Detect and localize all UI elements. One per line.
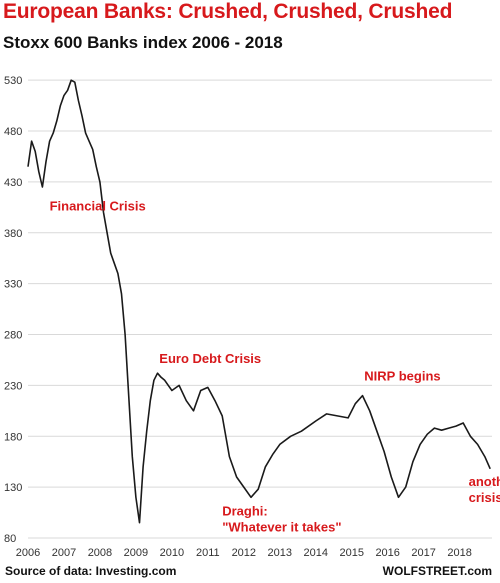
y-tick-label: 480 xyxy=(4,126,22,138)
x-tick-label: 2010 xyxy=(160,547,184,559)
x-tick-label: 2017 xyxy=(411,547,435,559)
y-tick-label: 180 xyxy=(4,431,22,443)
x-tick-label: 2007 xyxy=(52,547,76,559)
brand-label: WOLFSTREET.com xyxy=(382,564,492,578)
y-tick-label: 130 xyxy=(4,482,22,494)
y-tick-label: 80 xyxy=(4,533,16,545)
y-tick-label: 280 xyxy=(4,330,22,342)
x-tick-label: 2013 xyxy=(268,547,292,559)
y-tick-label: 430 xyxy=(4,177,22,189)
x-tick-label: 2018 xyxy=(447,547,471,559)
x-tick-label: 2011 xyxy=(196,547,220,559)
y-tick-label: 380 xyxy=(4,228,22,240)
x-tick-label: 2014 xyxy=(304,547,328,559)
source-note: Source of data: Investing.com xyxy=(5,564,177,578)
y-tick-label: 530 xyxy=(4,75,22,87)
x-tick-label: 2012 xyxy=(232,547,256,559)
chart-subtitle: Stoxx 600 Banks index 2006 - 2018 xyxy=(3,33,283,52)
x-tick-label: 2015 xyxy=(339,547,363,559)
chart-annotation: Euro Debt Crisis xyxy=(159,351,261,366)
chart-annotation: Financial Crisis xyxy=(50,198,146,213)
chart-annotation: NIRP begins xyxy=(364,368,440,383)
y-tick-label: 230 xyxy=(4,380,22,392)
y-tick-label: 330 xyxy=(4,279,22,291)
chart-annotation: Draghi: "Whatever it takes" xyxy=(222,504,341,535)
chart-annotation: anothercrisis xyxy=(469,474,500,505)
x-tick-label: 2008 xyxy=(88,547,112,559)
x-tick-label: 2009 xyxy=(124,547,148,559)
chart-title: European Banks: Crushed, Crushed, Crushe… xyxy=(3,0,453,23)
series-line xyxy=(27,79,491,524)
x-tick-label: 2006 xyxy=(16,547,40,559)
x-tick-label: 2016 xyxy=(375,547,399,559)
